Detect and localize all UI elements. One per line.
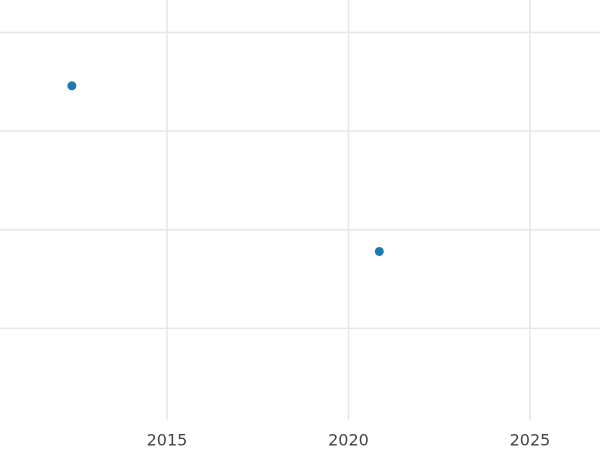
x-tick-label: 2015: [147, 431, 188, 450]
point: [67, 81, 77, 91]
x-tick-label: 2025: [510, 431, 551, 450]
point: [374, 246, 384, 256]
x-tick-label: 2020: [328, 431, 369, 450]
